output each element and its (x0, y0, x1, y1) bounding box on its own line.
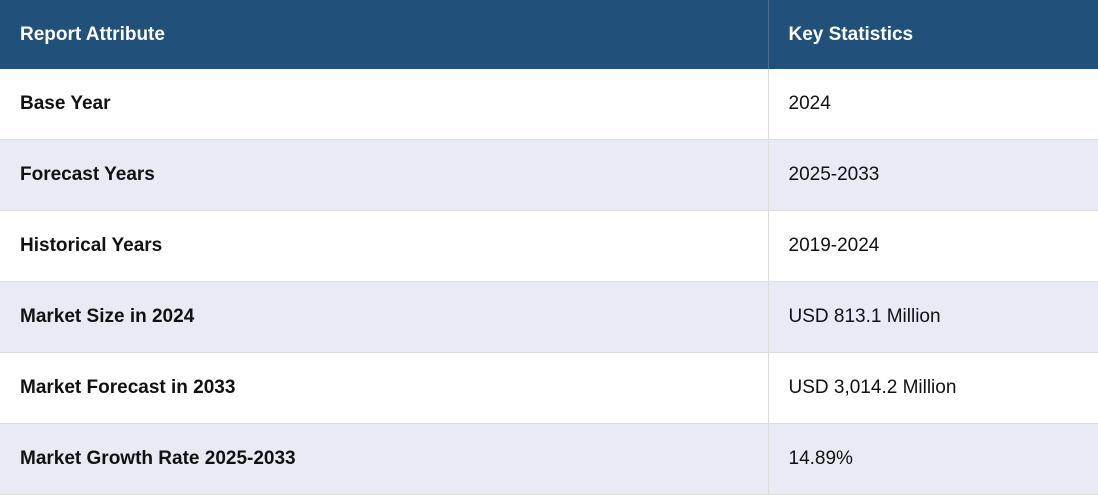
value-cell: 2019-2024 (768, 210, 1098, 282)
attribute-cell: Market Size in 2024 (0, 281, 769, 353)
attribute-cell: Forecast Years (0, 139, 769, 211)
table-row: Market Forecast in 2033 USD 3,014.2 Milli… (0, 352, 1098, 424)
value-cell: 2025-2033 (768, 139, 1098, 211)
attribute-cell: Market Growth Rate 2025-2033 (0, 423, 769, 495)
value-cell: 14.89% (768, 423, 1098, 495)
table-row: Historical Years 2019-2024 (0, 210, 1098, 282)
attribute-cell: Historical Years (0, 210, 769, 282)
table-body: Base Year 2024 Forecast Years 2025-2033 Hist… (0, 69, 1098, 495)
header-row: Report Attribute Key Statistics (0, 0, 1098, 69)
value-cell: 2024 (768, 69, 1098, 140)
value-cell: USD 813.1 Million (768, 281, 1098, 353)
table-row: Market Size in 2024 USD 813.1 Million (0, 281, 1098, 353)
value-cell: USD 3,014.2 Million (768, 352, 1098, 424)
header-cell: Key Statistics (768, 0, 1098, 69)
table-row: Base Year 2024 (0, 69, 1098, 140)
table-row: Forecast Years 2025-2033 (0, 139, 1098, 211)
table-row: Market Growth Rate 2025-2033 14.89% (0, 423, 1098, 495)
attribute-cell: Base Year (0, 69, 769, 140)
attribute-cell: Market Forecast in 2033 (0, 352, 769, 424)
header-cell: Report Attribute (0, 0, 769, 69)
